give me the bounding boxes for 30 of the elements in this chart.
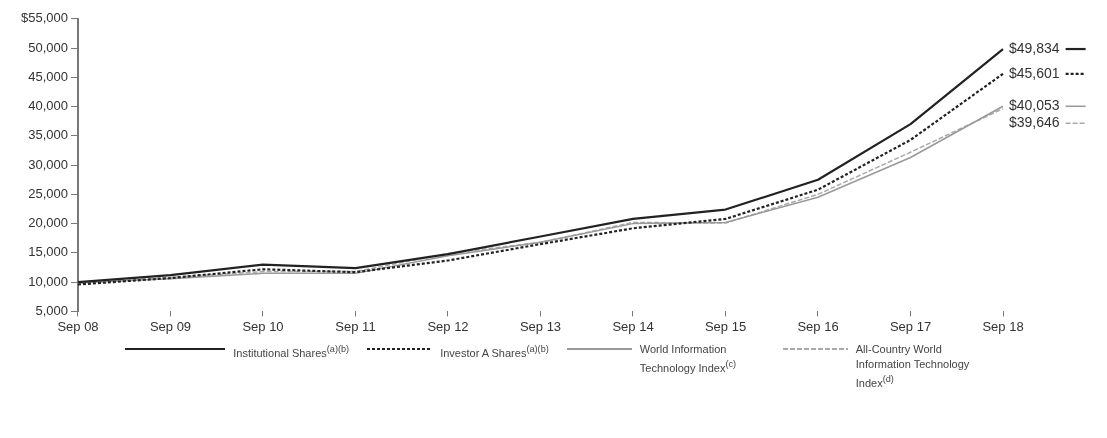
legend-label: Investor A Shares$^{(a)(b)}$ xyxy=(440,343,549,361)
x-tick-label: Sep 12 xyxy=(427,318,469,334)
x-tick-label: Sep 10 xyxy=(242,318,284,334)
x-tick-label: Sep 14 xyxy=(612,318,654,334)
x-tick-label: Sep 15 xyxy=(704,318,747,334)
y-tick-label: 30,000 xyxy=(28,156,68,172)
y-tick-label: 35,000 xyxy=(28,127,68,143)
y-tick-label: $55,000 xyxy=(20,10,68,26)
y-tick-label: 50,000 xyxy=(28,39,68,55)
legend-label: World Information Technology Index$^{(c)}$ xyxy=(639,342,738,376)
y-tick-label: 20,000 xyxy=(28,215,68,231)
y-tick-label: 25,000 xyxy=(28,185,68,201)
data-label: $40,053 xyxy=(1009,97,1060,114)
legend-label: Institutional Shares$^{(a)(b)}$ xyxy=(233,343,350,361)
data-label: $49,834 xyxy=(1009,39,1060,56)
x-tick-label: Sep 16 xyxy=(797,318,839,334)
x-tick-label: Sep 18 xyxy=(982,318,1024,334)
legend-label: All-Country World Information Technology Index$^{(d)}$ xyxy=(855,342,971,391)
x-tick-label: Sep 09 xyxy=(149,318,192,334)
x-tick-label: Sep 17 xyxy=(889,318,932,334)
y-tick-label: 15,000 xyxy=(28,244,68,260)
x-tick-label: Sep 13 xyxy=(519,318,562,334)
data-label: $39,646 xyxy=(1009,114,1060,131)
y-tick-label: 10,000 xyxy=(28,273,68,289)
y-tick-label: 45,000 xyxy=(28,68,68,84)
x-tick-label: Sep 11 xyxy=(335,318,376,334)
data-label: $45,601 xyxy=(1009,64,1060,81)
x-tick-label: Sep 08 xyxy=(57,318,99,334)
y-tick-label: 5,000 xyxy=(35,302,68,318)
y-tick-label: 40,000 xyxy=(28,98,68,114)
